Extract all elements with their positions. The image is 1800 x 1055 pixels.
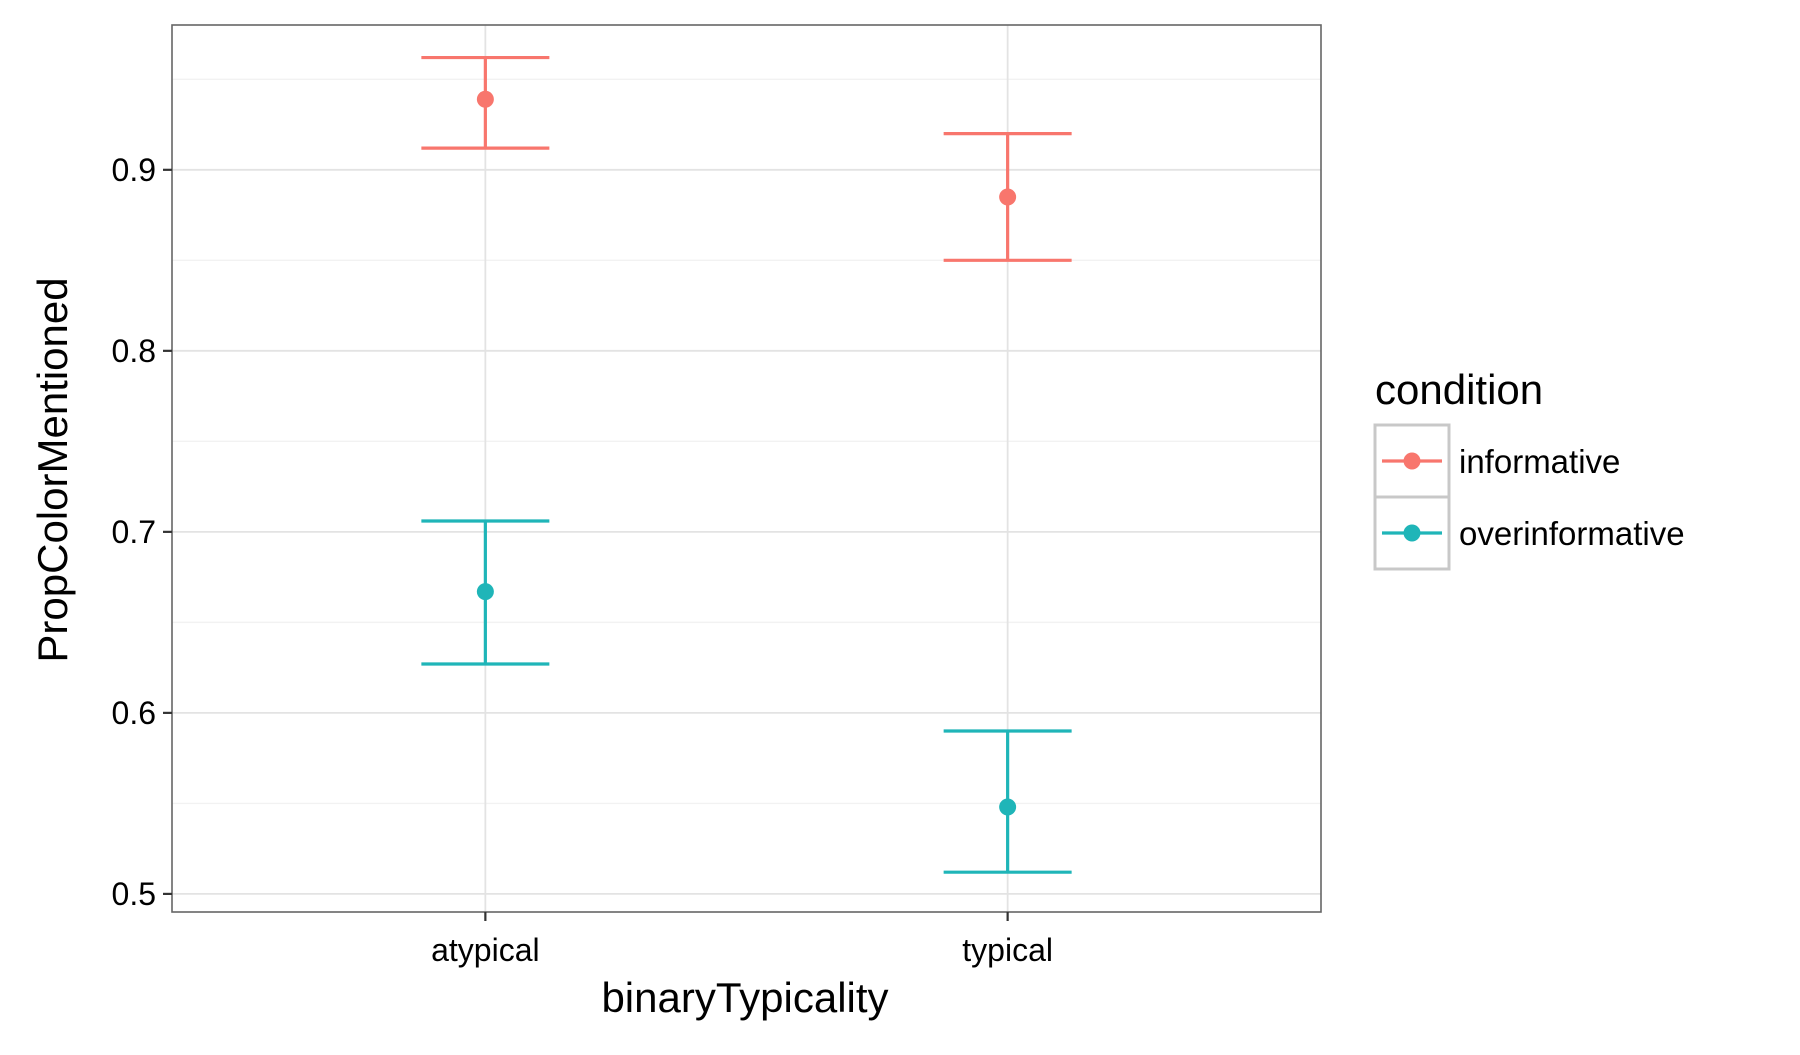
legend-item-overinformative: overinformative [1373,495,1685,571]
data-point [476,583,494,601]
legend-items: informative overinformative [1373,423,1685,571]
x-axis-title: binaryTypicality [601,974,888,1021]
data-point [999,188,1017,206]
y-tick-label: 0.7 [112,514,156,550]
y-tick-label: 0.6 [112,695,156,731]
legend-label: informative [1459,443,1620,480]
series-overinformative [421,519,1072,874]
y-tick-label: 0.5 [112,876,156,912]
data-point [476,90,494,108]
data-point [999,798,1017,816]
legend: condition informative overinformative [1373,366,1685,571]
series-informative [421,55,1072,262]
x-tick-label: atypical [431,932,540,968]
plot-panel-border [171,24,1322,913]
legend-key-point [1403,524,1421,542]
series-marks [421,55,1072,874]
legend-key-point [1403,452,1421,470]
y-tick-label: 0.9 [112,152,156,188]
axis-ticks: 0.5 0.6 0.7 0.8 0.9 atypical typical [112,152,1053,968]
y-tick-label: 0.8 [112,333,156,369]
grid-lines [172,25,1321,912]
legend-label: overinformative [1459,515,1685,552]
legend-title: condition [1375,366,1543,413]
x-tick-label: typical [962,932,1053,968]
y-axis-title: PropColorMentioned [29,277,76,662]
